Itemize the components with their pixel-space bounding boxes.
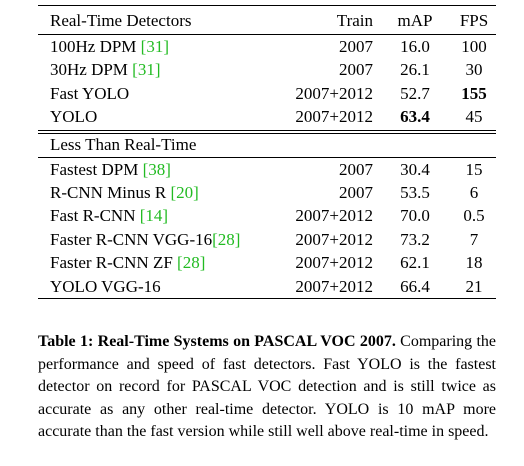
cell-fps: 6 xyxy=(469,182,479,202)
citation[interactable]: [31] xyxy=(140,37,169,56)
citation[interactable]: [14] xyxy=(139,206,169,226)
cell-fps: 0.5 xyxy=(463,206,485,226)
row-name: R-CNN Minus R [20] xyxy=(50,183,199,203)
cell-train: 2007 xyxy=(339,60,373,80)
caption-text: Comparing the performance and speed of f… xyxy=(38,333,497,441)
row-name: Fastest DPM [38] xyxy=(50,160,171,180)
citation[interactable]: [38] xyxy=(142,159,171,179)
cell-train: 2007+2012 xyxy=(295,253,373,273)
cell-map: 73.2 xyxy=(400,229,430,249)
model-name: Fast YOLO xyxy=(50,83,130,103)
cell-map: 52.7 xyxy=(400,83,430,103)
model-name: YOLO VGG-16 xyxy=(50,276,161,296)
cell-map: 26.1 xyxy=(400,60,430,80)
row-name: 30Hz DPM [31] xyxy=(50,60,161,80)
citation[interactable]: [20] xyxy=(170,182,199,202)
rule xyxy=(38,298,496,299)
row-name: YOLO VGG-16 xyxy=(50,277,161,297)
cell-fps: 21 xyxy=(465,276,483,296)
rule xyxy=(38,133,496,134)
rule xyxy=(38,34,496,35)
cell-fps: 30 xyxy=(465,60,483,80)
caption: Table 1: Real-Time Systems on PASCAL VOC… xyxy=(38,331,496,444)
citation[interactable]: [28] xyxy=(177,253,206,273)
model-name: 100Hz DPM xyxy=(50,37,141,56)
header-fps: FPS xyxy=(459,11,489,30)
cell-map: 66.4 xyxy=(400,276,430,296)
row-name: Fast R-CNN [14] xyxy=(50,206,168,226)
cell-train: 2007+2012 xyxy=(295,229,373,249)
cell-train: 2007+2012 xyxy=(295,107,373,127)
model-name: Faster R-CNN VGG-16 xyxy=(50,229,213,249)
caption-label: Table 1: xyxy=(38,333,94,350)
citation[interactable]: [31] xyxy=(132,60,161,80)
cell-map: 30.4 xyxy=(400,159,430,179)
citation[interactable]: [28] xyxy=(212,229,241,249)
cell-fps: 100 xyxy=(461,37,487,56)
model-name: R-CNN Minus R xyxy=(50,182,171,202)
cell-map: 70.0 xyxy=(400,206,430,226)
row-name: 100Hz DPM [31] xyxy=(50,37,169,57)
cell-train: 2007+2012 xyxy=(295,276,373,296)
row-name: Faster R-CNN VGG-16[28] xyxy=(50,230,240,250)
cell-fps: 18 xyxy=(465,253,483,273)
model-name: YOLO xyxy=(50,107,98,127)
cell-map: 63.4 xyxy=(400,107,430,127)
caption-title: Real-Time Systems on PASCAL VOC 2007. xyxy=(97,333,396,350)
cell-fps: 7 xyxy=(469,229,479,249)
row-name: YOLO xyxy=(50,107,97,127)
cell-train: 2007+2012 xyxy=(295,83,373,103)
cell-fps: 155 xyxy=(461,83,487,103)
rule xyxy=(38,5,496,6)
cell-fps: 45 xyxy=(465,107,483,127)
cell-train: 2007 xyxy=(339,37,373,56)
rule xyxy=(38,157,496,158)
cell-map: 53.5 xyxy=(400,182,430,202)
group-title: Less Than Real-Time xyxy=(50,135,197,154)
model-name: 30Hz DPM xyxy=(50,60,133,80)
row-name: Faster R-CNN ZF [28] xyxy=(50,253,205,273)
cell-map: 16.0 xyxy=(400,37,430,56)
rule xyxy=(38,130,496,131)
cell-train: 2007+2012 xyxy=(295,206,373,226)
row-name: Fast YOLO xyxy=(50,84,129,104)
cell-train: 2007 xyxy=(339,159,373,179)
header-name: Real-Time Detectors xyxy=(50,11,192,30)
cell-map: 62.1 xyxy=(400,253,430,273)
header-map: mAP xyxy=(397,11,433,30)
model-name: Fastest DPM xyxy=(50,159,143,179)
cell-train: 2007 xyxy=(339,182,373,202)
model-name: Faster R-CNN ZF xyxy=(50,253,178,273)
header-train: Train xyxy=(336,11,373,30)
model-name: Fast R-CNN xyxy=(50,206,140,226)
cell-fps: 15 xyxy=(465,159,483,179)
